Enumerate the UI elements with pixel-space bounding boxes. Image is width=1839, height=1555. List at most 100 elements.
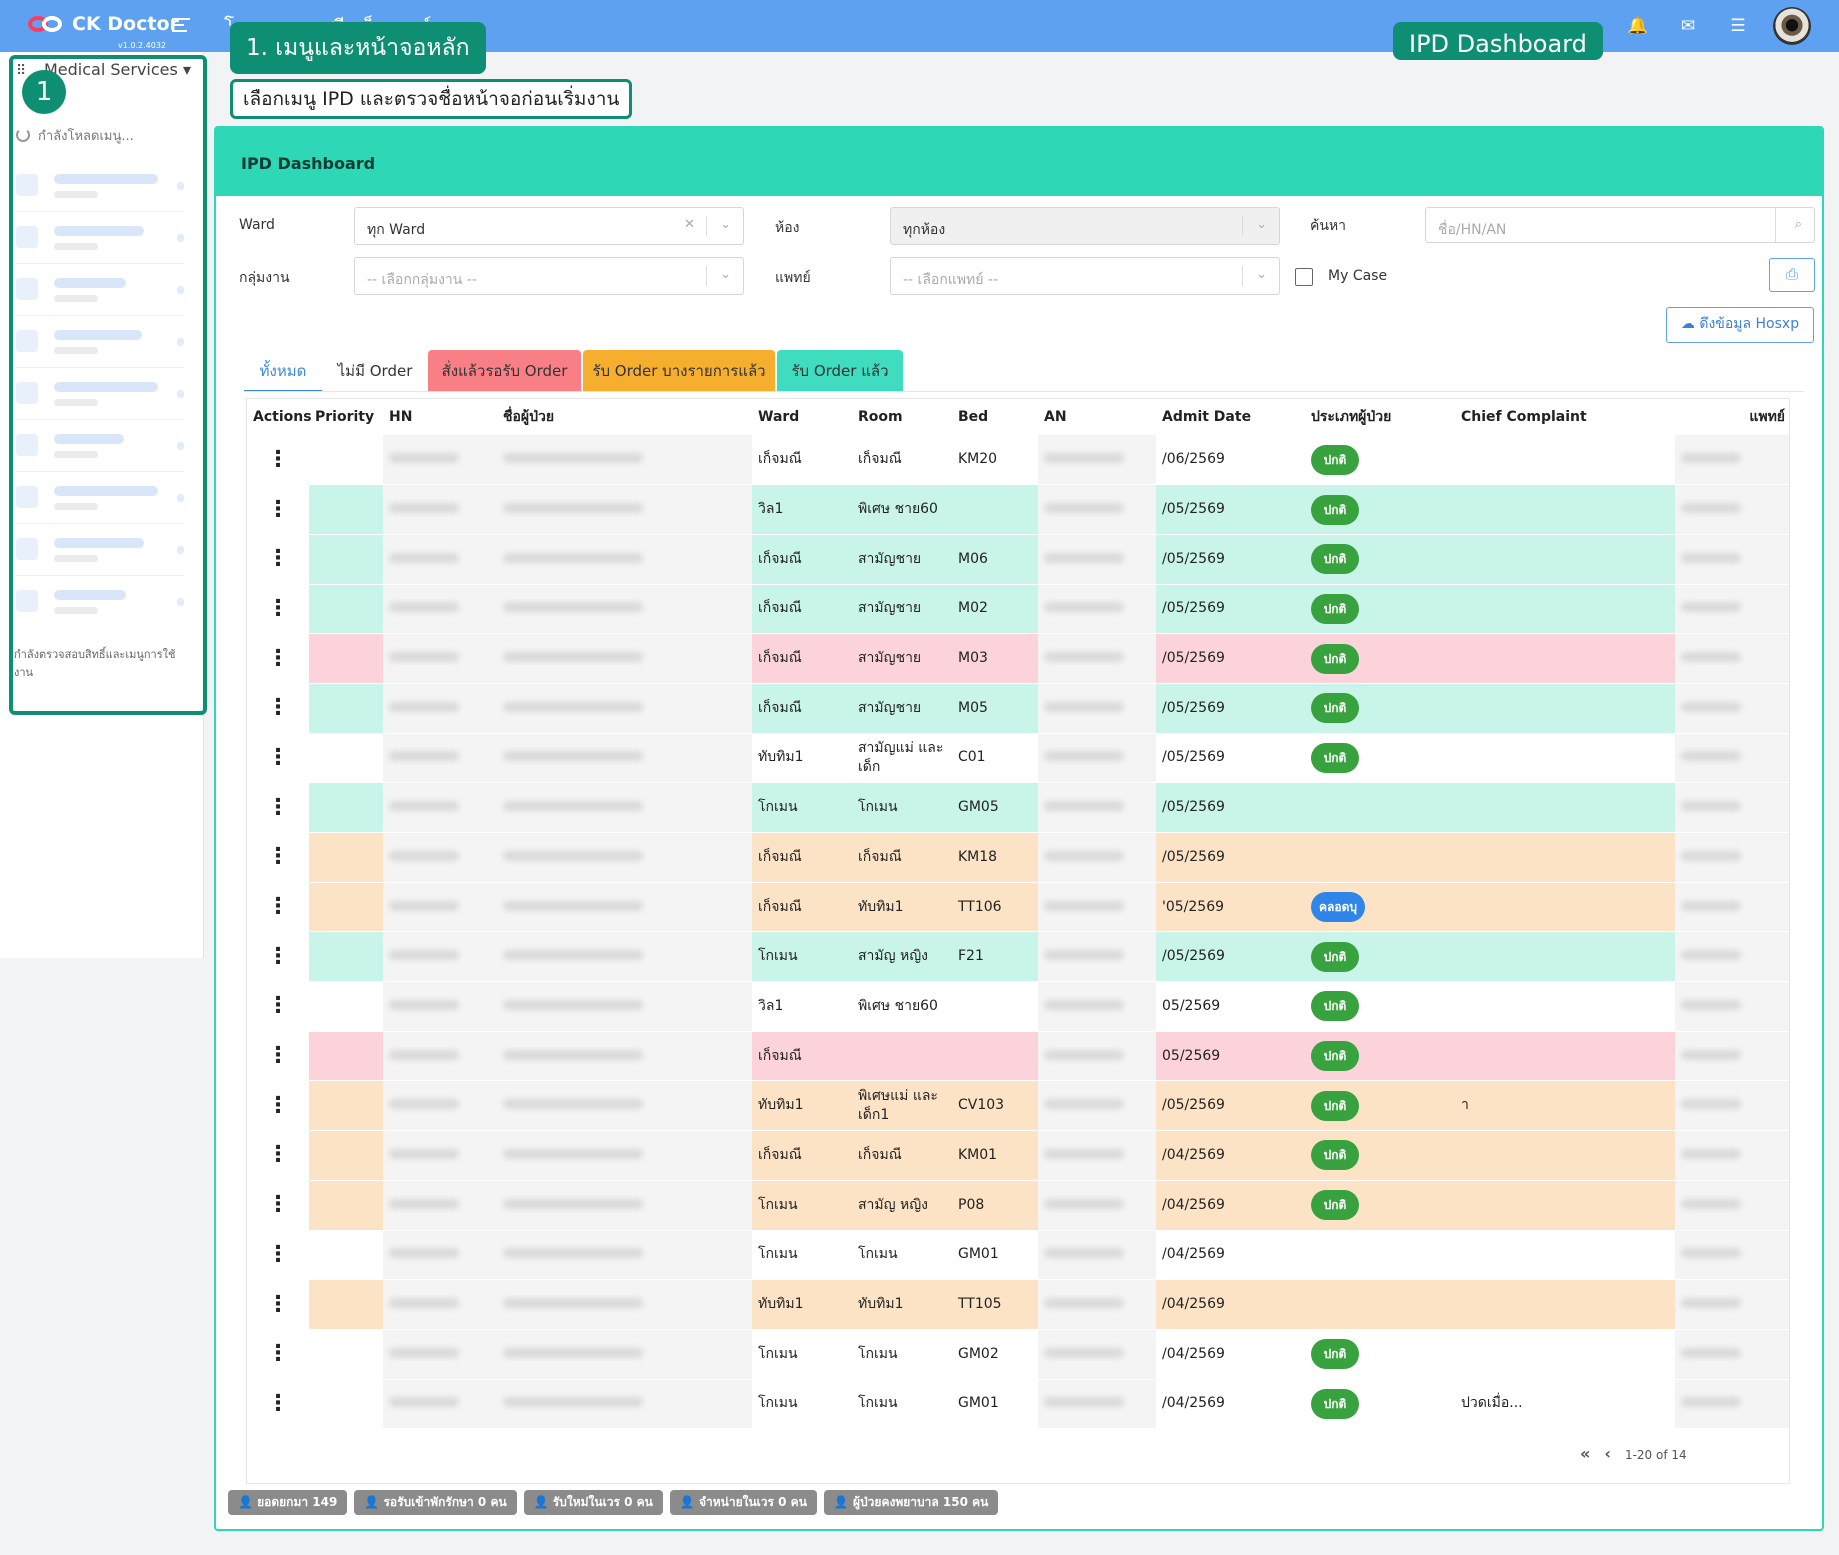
- bed-cell: GM01: [952, 1379, 1038, 1430]
- tab-partial-order[interactable]: รับ Order บางรายการแล้ว: [583, 350, 775, 392]
- column-header[interactable]: Chief Complaint: [1455, 399, 1675, 435]
- admit-date-cell: /05/2569: [1156, 683, 1305, 734]
- table-row[interactable]: ⋮ โกเมน สามัญ หญิง F21/05/2569 ปกติ: [247, 931, 1789, 983]
- spinner-icon: [16, 128, 30, 142]
- chief-complaint-cell: [1455, 1329, 1675, 1380]
- sidebar-section[interactable]: Medical Services ▾: [44, 60, 191, 79]
- table-row[interactable]: ⋮ เก็จมณี เก็จมณี KM20/06/2569 ปกติ: [247, 435, 1789, 486]
- tab-waiting-order[interactable]: สั่งแล้วรอรับ Order: [428, 350, 581, 392]
- row-actions-cell: ⋮: [247, 981, 309, 1032]
- more-vertical-icon[interactable]: ⋮: [267, 1241, 289, 1267]
- table-row[interactable]: ⋮ เก็จมณี สามัญชาย M06/05/2569 ปกติ: [247, 534, 1789, 585]
- patient-type-badge: ปกติ: [1311, 742, 1359, 773]
- an-cell: [1038, 1279, 1156, 1330]
- more-vertical-icon[interactable]: ⋮: [267, 446, 289, 472]
- tab-no-order[interactable]: ไม่มี Order: [337, 362, 413, 380]
- table-row[interactable]: ⋮ โกเมน โกเมน GM01/04/2569 ปกติ ปวดเมื่อ...: [247, 1379, 1789, 1430]
- table-row[interactable]: ⋮ วิล1 พิเศษ ชาย60 05/2569 ปกติ: [247, 981, 1789, 1032]
- table-row[interactable]: ⋮ เก็จมณี เก็จมณี KM18/05/2569: [247, 832, 1789, 883]
- more-vertical-icon[interactable]: ⋮: [267, 1043, 289, 1069]
- more-vertical-icon[interactable]: ⋮: [267, 1092, 289, 1118]
- column-header[interactable]: ประเภทผู้ป่วย: [1305, 399, 1455, 435]
- hosxp-fetch-button[interactable]: ☁ ดึงข้อมูล Hosxp: [1666, 307, 1814, 343]
- tab-received-order[interactable]: รับ Order แล้ว: [777, 350, 903, 392]
- column-header[interactable]: AN: [1038, 399, 1156, 435]
- clear-icon[interactable]: ✕: [684, 217, 695, 232]
- more-vertical-icon[interactable]: ⋮: [267, 645, 289, 671]
- column-header[interactable]: Priority: [309, 399, 383, 435]
- list-icon[interactable]: ☰: [1730, 16, 1746, 36]
- column-header[interactable]: Room: [852, 399, 952, 435]
- hn-cell: [383, 882, 497, 933]
- more-vertical-icon[interactable]: ⋮: [267, 695, 289, 721]
- doctor-select[interactable]: -- เลือกแพทย์ -- ⌄: [890, 257, 1280, 295]
- more-vertical-icon[interactable]: ⋮: [267, 943, 289, 969]
- cloud-download-icon: ☁: [1680, 316, 1695, 332]
- column-header[interactable]: Ward: [752, 399, 852, 435]
- table-row[interactable]: ⋮ เก็จมณี ทับทิม1 TT106 '05/2569 คลอดบุ: [247, 882, 1789, 933]
- search-icon[interactable]: ⌕: [1794, 217, 1802, 232]
- menu-toggle-icon[interactable]: [172, 18, 190, 32]
- ward-cell: โกเมน: [752, 782, 852, 833]
- patient-name-cell: [497, 633, 752, 684]
- group-select[interactable]: -- เลือกกลุ่มงาน -- ⌄: [354, 257, 744, 295]
- table-row[interactable]: ⋮ ทับทิม1 ทับทิม1 TT105/04/2569: [247, 1279, 1789, 1330]
- more-vertical-icon[interactable]: ⋮: [267, 595, 289, 621]
- table-row[interactable]: ⋮ เก็จมณี สามัญชาย M02/05/2569 ปกติ: [247, 584, 1789, 635]
- mail-icon[interactable]: ✉: [1680, 16, 1696, 36]
- table-row[interactable]: ⋮ โกเมน โกเมน GM02/04/2569 ปกติ: [247, 1329, 1789, 1380]
- column-header[interactable]: Actions: [247, 399, 312, 435]
- more-vertical-icon[interactable]: ⋮: [267, 993, 289, 1019]
- brand[interactable]: CK Doctor: [28, 12, 179, 36]
- room-cell: โกเมน: [852, 782, 952, 833]
- bed-cell: CV103: [952, 1080, 1038, 1132]
- chief-complaint-cell: [1455, 1279, 1675, 1330]
- summary-tags: 👤 ยอดยกมา 149 👤 รอรับเข้าพักรักษา 0 คน 👤 ร…: [228, 1490, 999, 1515]
- search-input[interactable]: ชื่อ/HN/AN ⌕: [1425, 207, 1815, 243]
- first-page-icon[interactable]: «: [1580, 1444, 1591, 1463]
- room-cell: เก็จมณี: [852, 1130, 952, 1181]
- column-header[interactable]: HN: [383, 399, 497, 435]
- more-vertical-icon[interactable]: ⋮: [267, 794, 289, 820]
- table-row[interactable]: ⋮ เก็จมณี เก็จมณี KM01/04/2569 ปกติ: [247, 1130, 1789, 1181]
- print-button[interactable]: ⎙: [1769, 258, 1815, 292]
- table-row[interactable]: ⋮ เก็จมณี 05/2569 ปกติ: [247, 1031, 1789, 1082]
- more-vertical-icon[interactable]: ⋮: [267, 1291, 289, 1317]
- doctor-cell: [1675, 435, 1789, 486]
- table-row[interactable]: ⋮ เก็จมณี สามัญชาย M05/05/2569 ปกติ: [247, 683, 1789, 734]
- column-header[interactable]: แพทย์: [1675, 399, 1789, 435]
- row-actions-cell: ⋮: [247, 435, 309, 486]
- room-cell: พิเศษ ชาย60: [852, 981, 952, 1032]
- column-header[interactable]: Admit Date: [1156, 399, 1305, 435]
- more-vertical-icon[interactable]: ⋮: [267, 894, 289, 920]
- more-vertical-icon[interactable]: ⋮: [267, 496, 289, 522]
- ward-cell: โกเมน: [752, 1180, 852, 1231]
- patient-name-cell: [497, 981, 752, 1032]
- doctor-cell: [1675, 1130, 1789, 1181]
- user-avatar[interactable]: [1773, 7, 1811, 45]
- my-case-checkbox[interactable]: [1295, 268, 1313, 286]
- table-row[interactable]: ⋮ ทับทิม1 สามัญแม่ และเด็ก C01/05/2569 ปกติ: [247, 733, 1789, 784]
- column-header[interactable]: Bed: [952, 399, 1038, 435]
- table-row[interactable]: ⋮ ทับทิม1 พิเศษแม่ และเด็ก1 CV103/05/2569 ปก…: [247, 1080, 1789, 1132]
- table-row[interactable]: ⋮ โกเมน โกเมน GM01/04/2569: [247, 1230, 1789, 1281]
- more-vertical-icon[interactable]: ⋮: [267, 1341, 289, 1367]
- table-row[interactable]: ⋮ โกเมน โกเมน GM05/05/2569: [247, 782, 1789, 833]
- table-row[interactable]: ⋮ โกเมน สามัญ หญิง P08/04/2569 ปกติ: [247, 1180, 1789, 1231]
- room-select[interactable]: ทุกห้อง ⌄: [890, 207, 1280, 245]
- hn-cell: [383, 584, 497, 635]
- table-row[interactable]: ⋮ เก็จมณี สามัญชาย M03/05/2569 ปกติ: [247, 633, 1789, 684]
- row-actions-cell: ⋮: [247, 1379, 309, 1430]
- tab-all[interactable]: ทั้งหมด: [244, 350, 322, 392]
- bell-icon[interactable]: 🔔: [1627, 16, 1649, 36]
- more-vertical-icon[interactable]: ⋮: [267, 546, 289, 572]
- more-vertical-icon[interactable]: ⋮: [267, 1142, 289, 1168]
- prev-page-icon[interactable]: ‹: [1604, 1444, 1611, 1463]
- more-vertical-icon[interactable]: ⋮: [267, 744, 289, 770]
- more-vertical-icon[interactable]: ⋮: [267, 1192, 289, 1218]
- more-vertical-icon[interactable]: ⋮: [267, 844, 289, 870]
- table-row[interactable]: ⋮ วิล1 พิเศษ ชาย60/05/2569 ปกติ: [247, 484, 1789, 535]
- column-header[interactable]: ชื่อผู้ป่วย: [497, 399, 752, 435]
- more-vertical-icon[interactable]: ⋮: [267, 1390, 289, 1416]
- ward-select[interactable]: ทุก Ward ✕ ⌄: [354, 207, 744, 245]
